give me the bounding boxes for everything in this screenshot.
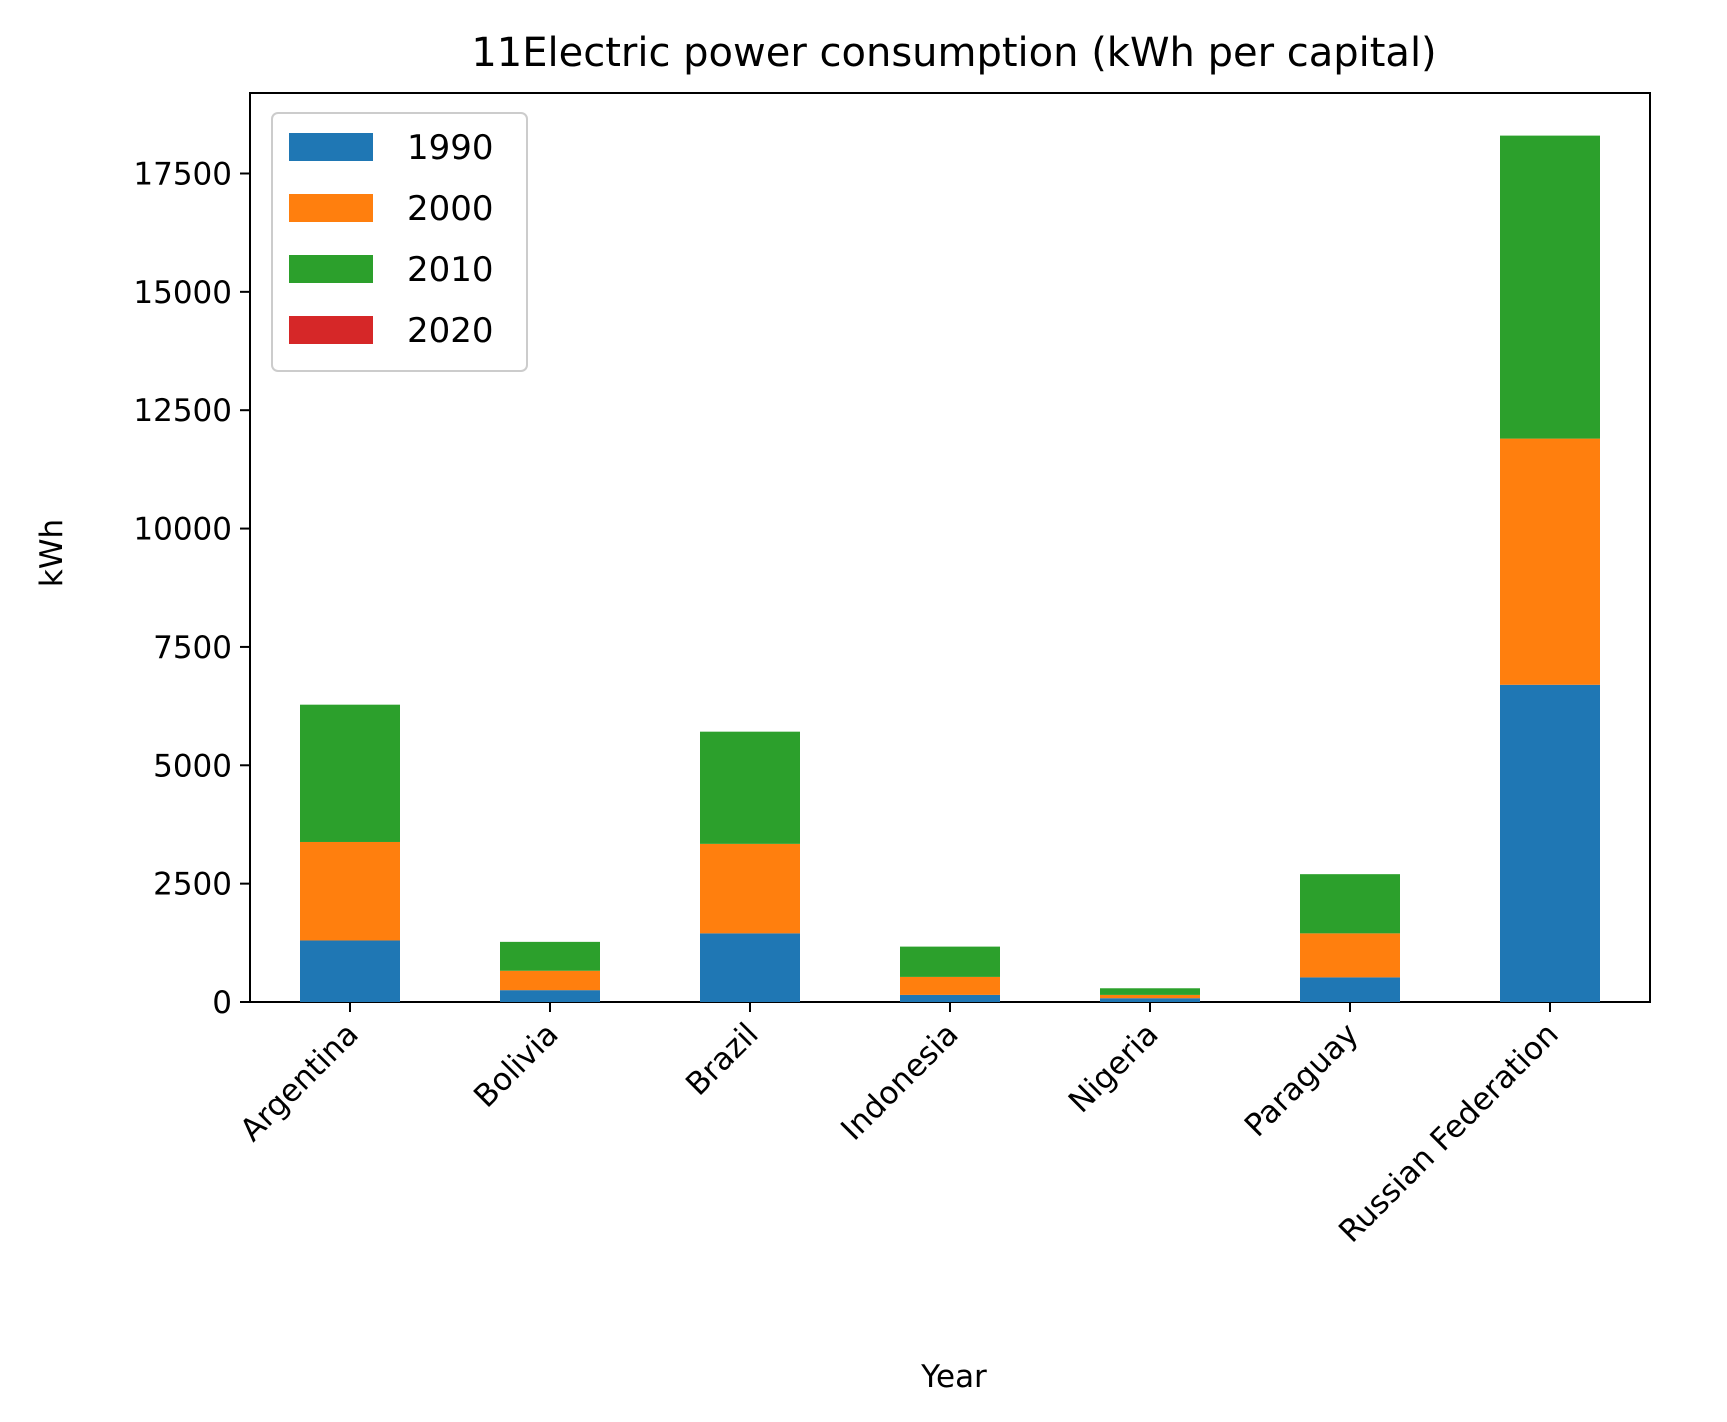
bar-segment (300, 704, 400, 842)
legend-label: 2010 (407, 250, 494, 290)
bar-segment (900, 946, 1000, 977)
legend-label: 2000 (407, 189, 494, 229)
y-tick-label: 12500 (133, 393, 232, 429)
bar-segment (300, 940, 400, 1002)
y-tick-label: 15000 (133, 275, 232, 311)
bars (300, 135, 1600, 1002)
bar-segment (1500, 684, 1600, 1002)
x-tick-label: Indonesia (834, 1016, 965, 1147)
x-tick-label: Nigeria (1062, 1016, 1166, 1120)
bar-segment (1500, 135, 1600, 439)
bar-segment (500, 970, 600, 991)
bar-segment (700, 933, 800, 1002)
y-tick-label: 0 (212, 985, 232, 1021)
x-tick-label: Russian Federation (1332, 1016, 1566, 1250)
bar-segment (1500, 438, 1600, 685)
x-axis: Argentina Bolivia Brazil Indonesia Nigeria Pa… (233, 1002, 1566, 1250)
bar-segment (1100, 994, 1200, 999)
bar-segment (1300, 874, 1400, 934)
y-tick-label: 7500 (153, 630, 232, 666)
y-tick-label: 2500 (153, 867, 232, 903)
legend: 1990 2000 2010 2020 (271, 112, 528, 372)
bar-segment (700, 843, 800, 934)
bar-segment (300, 841, 400, 941)
legend-box (271, 112, 528, 372)
legend-swatch (289, 316, 373, 344)
x-tick-label: Paraguay (1238, 1016, 1366, 1144)
y-tick-label: 5000 (153, 748, 232, 784)
bar-segment (1100, 998, 1200, 1002)
bar-segment (1300, 933, 1400, 978)
legend-swatch (289, 194, 373, 222)
bar-segment (700, 731, 800, 844)
y-tick-label: 17500 (133, 156, 232, 192)
legend-swatch (289, 255, 373, 283)
legend-label: 2020 (407, 311, 494, 351)
bar-segment (1300, 977, 1400, 1002)
bar-segment (500, 990, 600, 1002)
chart-title: 11Electric power consumption (kWh per ca… (471, 30, 1436, 76)
legend-swatch (289, 133, 373, 161)
y-tick-label: 10000 (133, 512, 232, 548)
y-axis-label: kWh (34, 519, 70, 587)
legend-label: 1990 (407, 128, 494, 168)
y-axis: 0 2500 5000 7500 10000 12500 15000 17500 (133, 156, 250, 1021)
x-axis-label: Year (920, 1359, 987, 1395)
x-tick-label: Brazil (679, 1016, 766, 1103)
bar-segment (1100, 988, 1200, 995)
x-tick-label: Argentina (233, 1016, 365, 1148)
bar-segment (900, 994, 1000, 1002)
bar-segment (500, 941, 600, 971)
x-tick-label: Bolivia (467, 1016, 566, 1115)
bar-segment (900, 976, 1000, 995)
